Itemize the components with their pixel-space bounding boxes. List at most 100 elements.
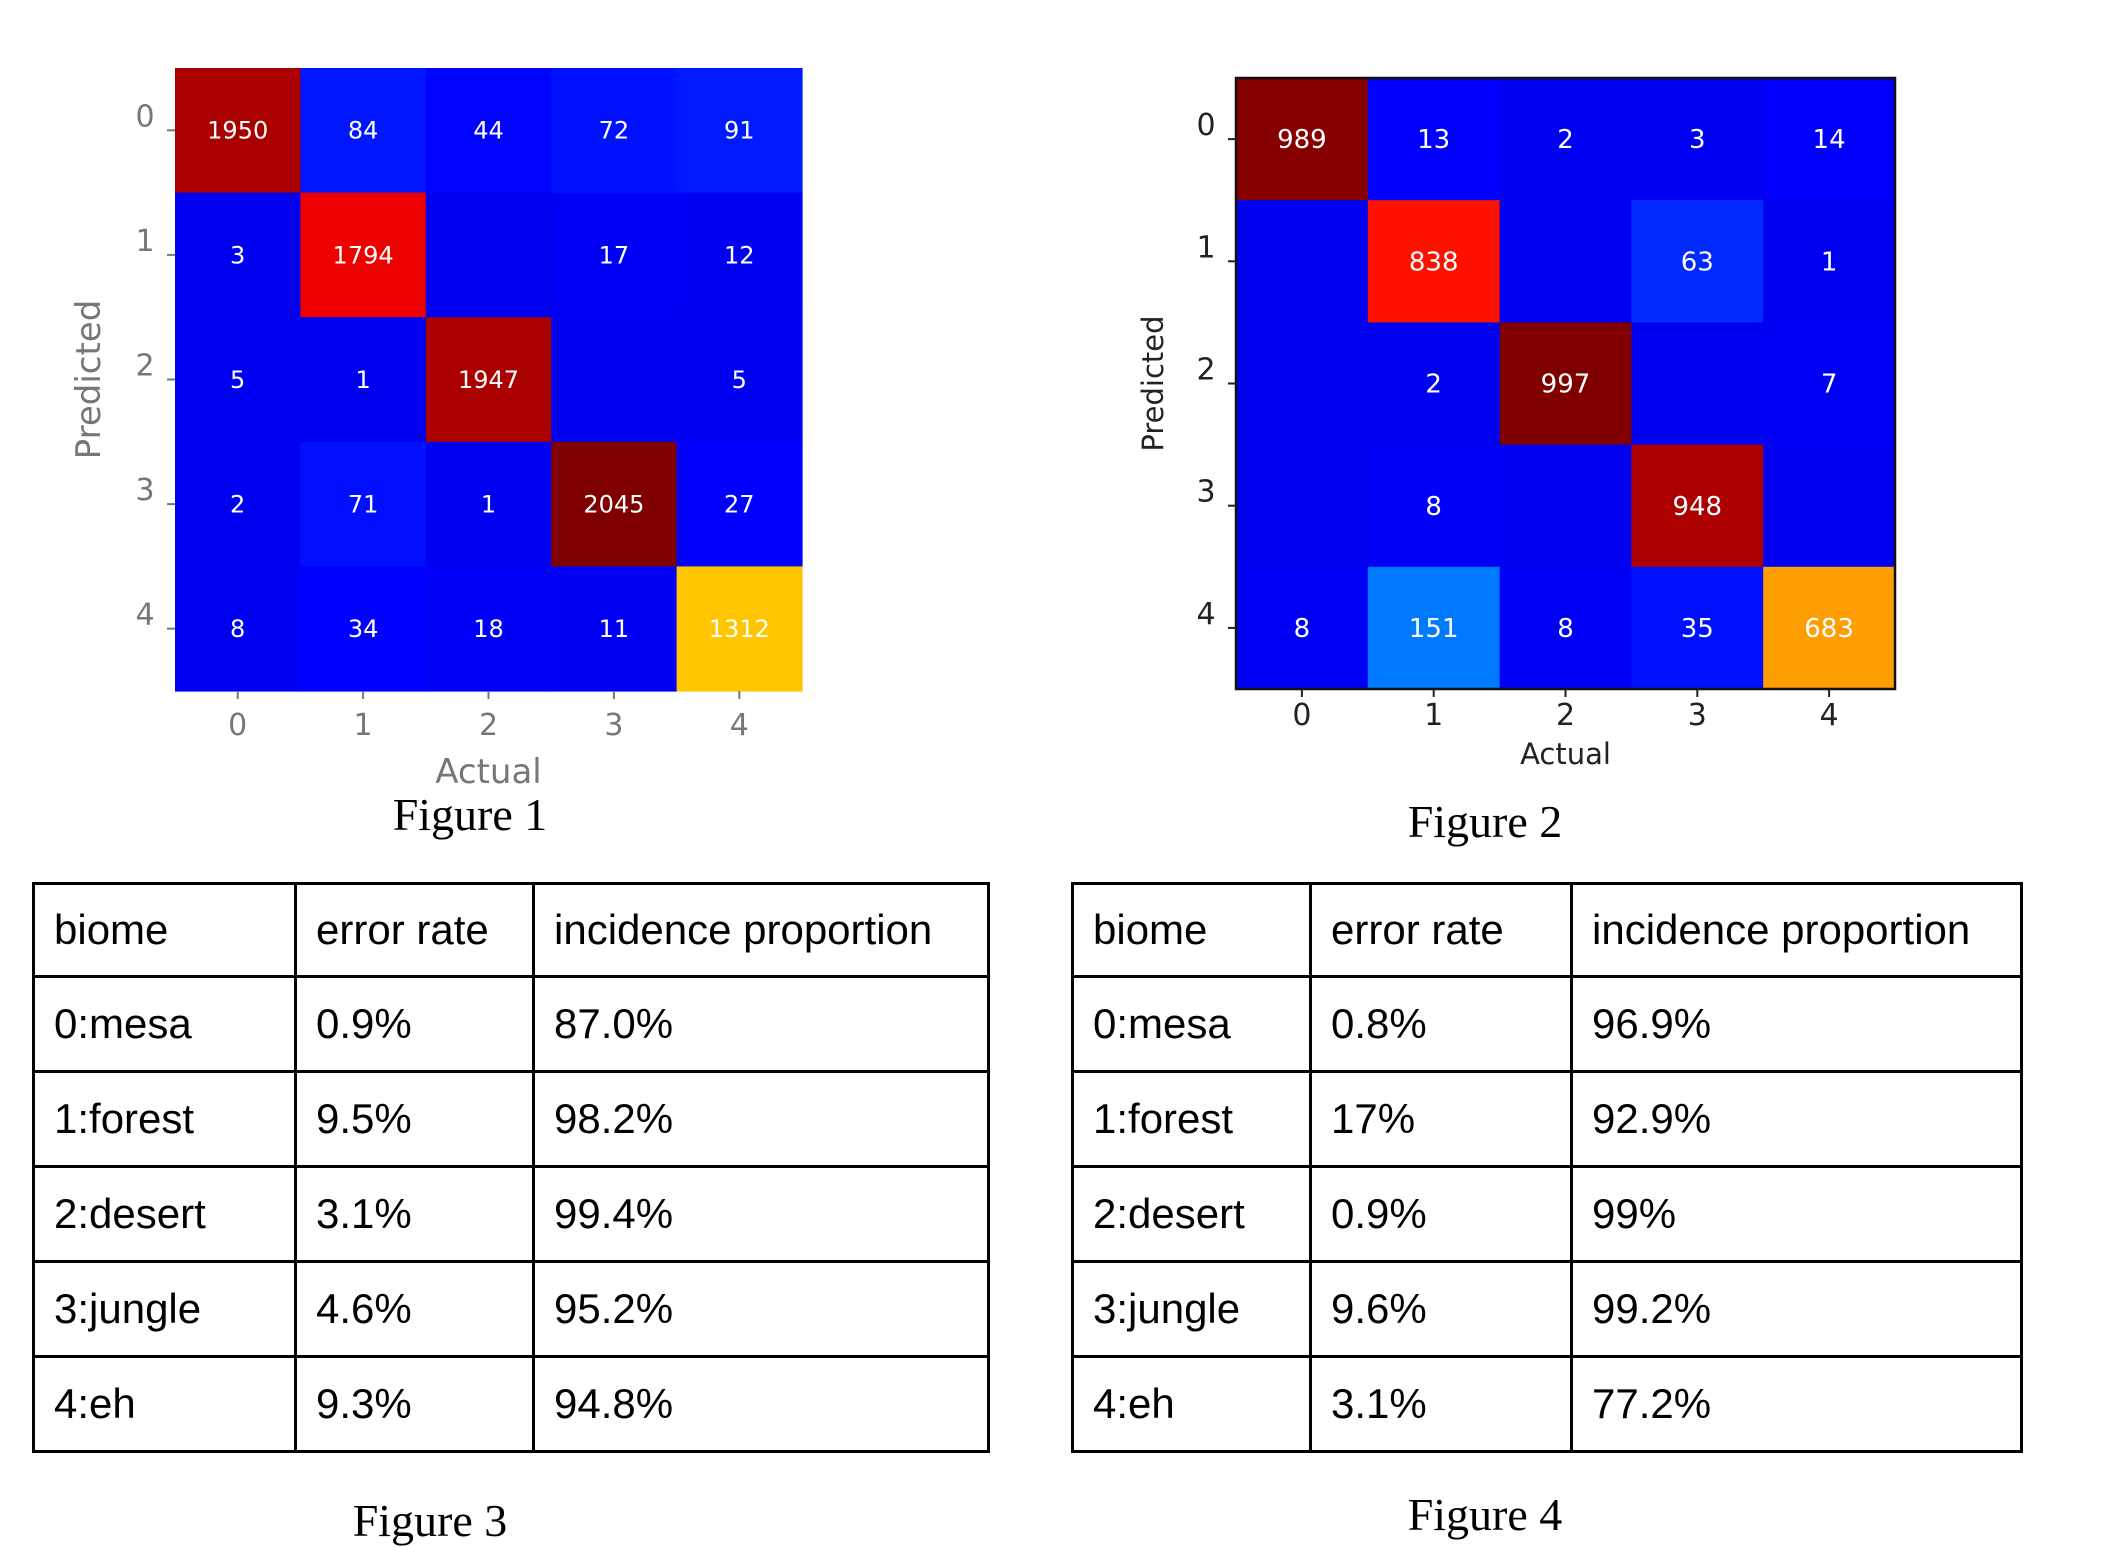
cell-error-rate: 0.9% [1309, 1165, 1573, 1263]
heatmap-cell [425, 68, 552, 194]
cell-value-label: 14 [1813, 125, 1846, 155]
cell-error-rate: 3.1% [294, 1165, 535, 1263]
heatmap-cell [1499, 322, 1632, 446]
cell-incidence: 99% [1570, 1165, 2023, 1263]
y-tick-label: 1 [1196, 230, 1215, 265]
cell-value-label: 2045 [583, 491, 644, 519]
cell-biome: 0:mesa [1071, 975, 1312, 1073]
cell-incidence: 87.0% [532, 975, 990, 1073]
cell-value-label: 11 [599, 615, 630, 643]
figure-2-caption: Figure 2 [1407, 796, 1563, 847]
cell-biome: 3:jungle [1071, 1260, 1312, 1358]
cell-biome: 3:jungle [32, 1260, 297, 1358]
cell-value-label: 13 [1417, 125, 1450, 155]
cell-incidence: 96.9% [1570, 975, 2023, 1073]
cell-value-label: 17 [599, 241, 630, 269]
cell-biome: 0:mesa [32, 975, 297, 1073]
heatmap-cell [551, 68, 678, 194]
figure-3-caption: Figure 3 [352, 1495, 508, 1546]
heatmap-cell [1499, 444, 1632, 568]
cell-value-label: 2 [1557, 125, 1574, 155]
heatmap-cell [1236, 566, 1369, 690]
header-incidence-proportion: incidence proportion [532, 882, 990, 978]
cell-error-rate: 9.3% [294, 1355, 535, 1453]
cell-value-label: 3 [1689, 125, 1706, 155]
cell-value-label: 683 [1804, 614, 1854, 644]
cell-error-rate: 17% [1309, 1070, 1573, 1168]
cell-error-rate: 3.1% [1309, 1355, 1573, 1453]
heatmap-cell [300, 441, 427, 567]
cell-value-label: 71 [348, 491, 379, 519]
cell-value-label: 1 [481, 491, 496, 519]
x-tick-label: 0 [228, 708, 247, 743]
figure-1-caption: Figure 1 [392, 789, 548, 840]
cell-error-rate: 9.6% [1309, 1260, 1573, 1358]
header-error-rate: error rate [294, 882, 535, 978]
heatmap-cell [300, 68, 427, 194]
cell-value-label: 91 [724, 117, 755, 145]
table-row: 1:forest 17% 92.9% [1071, 1070, 2023, 1168]
cell-value-label: 997 [1541, 370, 1591, 400]
table-row: 0:mesa 0.9% 87.0% [32, 975, 990, 1073]
cell-value-label: 1794 [333, 241, 394, 269]
heatmap-cell [1763, 566, 1896, 690]
heatmap-cell [1236, 78, 1369, 201]
cell-value-label: 8 [1294, 614, 1311, 644]
y-axis-title: Predicted [69, 300, 109, 460]
heatmap-cell [175, 441, 301, 567]
x-axis-title: Actual [1520, 737, 1611, 771]
heatmap-cell [1367, 444, 1501, 568]
table-header-row: biome error rate incidence proportion [32, 882, 990, 978]
heatmap-cell [425, 192, 552, 318]
cell-error-rate: 4.6% [294, 1260, 535, 1358]
heatmap-cell [676, 317, 803, 443]
header-error-rate: error rate [1309, 882, 1573, 978]
heatmap-cell [551, 441, 678, 567]
table-header-row: biome error rate incidence proportion [1071, 882, 2023, 978]
x-tick-label: 2 [479, 708, 498, 743]
cell-value-label: 8 [1425, 492, 1442, 522]
cell-value-label: 8 [1557, 614, 1574, 644]
x-tick-label: 1 [354, 708, 373, 743]
cell-value-label: 5 [732, 366, 747, 394]
heatmap-cell [1631, 444, 1764, 568]
figure-4-caption: Figure 4 [1407, 1489, 1563, 1540]
cell-value-label: 151 [1409, 614, 1459, 644]
cell-value-label: 1947 [458, 366, 519, 394]
heatmap-cell [676, 566, 803, 692]
heatmap-cell [1631, 566, 1764, 690]
table-row: 2:desert 0.9% 99% [1071, 1165, 2023, 1263]
cell-value-label: 1950 [207, 117, 268, 145]
heatmap-cell [551, 192, 678, 318]
x-tick-label: 1 [1424, 698, 1443, 733]
heatmap-cell [676, 192, 803, 318]
y-axis-title: Predicted [1136, 315, 1170, 451]
cell-value-label: 838 [1409, 247, 1459, 277]
error-rate-table-figure-4: biome error rate incidence proportion 0:… [1071, 882, 2023, 1453]
heatmap-cell [175, 566, 301, 692]
table-row: 3:jungle 9.6% 99.2% [1071, 1260, 2023, 1358]
header-biome: biome [1071, 882, 1312, 978]
cell-value-label: 18 [473, 615, 504, 643]
heatmap-cell [1499, 200, 1632, 323]
heatmap-cell [1499, 566, 1632, 690]
cell-value-label: 5 [230, 366, 245, 394]
cell-value-label: 3 [230, 241, 245, 269]
table-row: 0:mesa 0.8% 96.9% [1071, 975, 2023, 1073]
cell-value-label: 72 [599, 117, 630, 145]
x-tick-label: 4 [1820, 698, 1839, 733]
cell-incidence: 94.8% [532, 1355, 990, 1453]
error-rate-table-figure-3: biome error rate incidence proportion 0:… [32, 882, 990, 1453]
heatmap-cell [551, 566, 678, 692]
cell-incidence: 95.2% [532, 1260, 990, 1358]
header-incidence-proportion: incidence proportion [1570, 882, 2023, 978]
cell-biome: 4:eh [1071, 1355, 1312, 1453]
heatmap-cell [425, 566, 552, 692]
heatmap-cell [1763, 444, 1896, 568]
heatmap-cell [1236, 444, 1369, 568]
heatmap-cell [676, 68, 803, 194]
heatmap-cell [676, 441, 803, 567]
x-tick-label: 2 [1556, 698, 1575, 733]
heatmap-cell [1236, 322, 1369, 446]
